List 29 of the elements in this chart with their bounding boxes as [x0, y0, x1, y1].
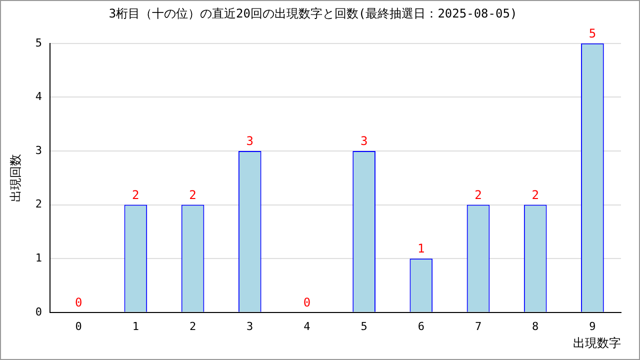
data-label: 2 [189, 188, 196, 202]
data-label: 3 [360, 134, 368, 148]
x-tick-label: 7 [474, 320, 482, 333]
y-tick-label: 0 [35, 305, 42, 318]
y-tick-label: 1 [35, 251, 42, 264]
y-tick-label: 5 [35, 36, 42, 50]
x-tick-label: 9 [589, 320, 596, 333]
y-tick-label: 3 [35, 144, 42, 157]
x-tick-label: 5 [360, 320, 368, 333]
x-tick-label: 6 [418, 320, 424, 333]
y-axis-title: 出現回数 [8, 154, 22, 202]
x-axis-title: 出現数字 [573, 336, 621, 350]
chart-title: 3桁目（十の位）の直近20回の出現数字と回数(最終抽選日：2025-08-05) [108, 6, 518, 20]
x-tick-label: 1 [132, 320, 139, 333]
y-tick-label: 2 [35, 198, 42, 211]
x-tick-label: 4 [304, 320, 311, 333]
data-label: 3 [246, 134, 254, 148]
data-label: 1 [418, 242, 425, 256]
data-label: 5 [588, 26, 596, 41]
data-label: 0 [74, 296, 82, 310]
x-tick-label: 8 [532, 320, 539, 333]
data-label: 2 [532, 188, 539, 202]
x-tick-label: 2 [189, 320, 196, 333]
data-label: 2 [132, 188, 140, 202]
x-tick-label: 0 [75, 320, 82, 333]
x-tick-label: 3 [246, 320, 254, 333]
y-tick-label: 4 [35, 90, 42, 104]
data-label: 0 [303, 296, 311, 310]
data-label: 2 [474, 188, 482, 202]
